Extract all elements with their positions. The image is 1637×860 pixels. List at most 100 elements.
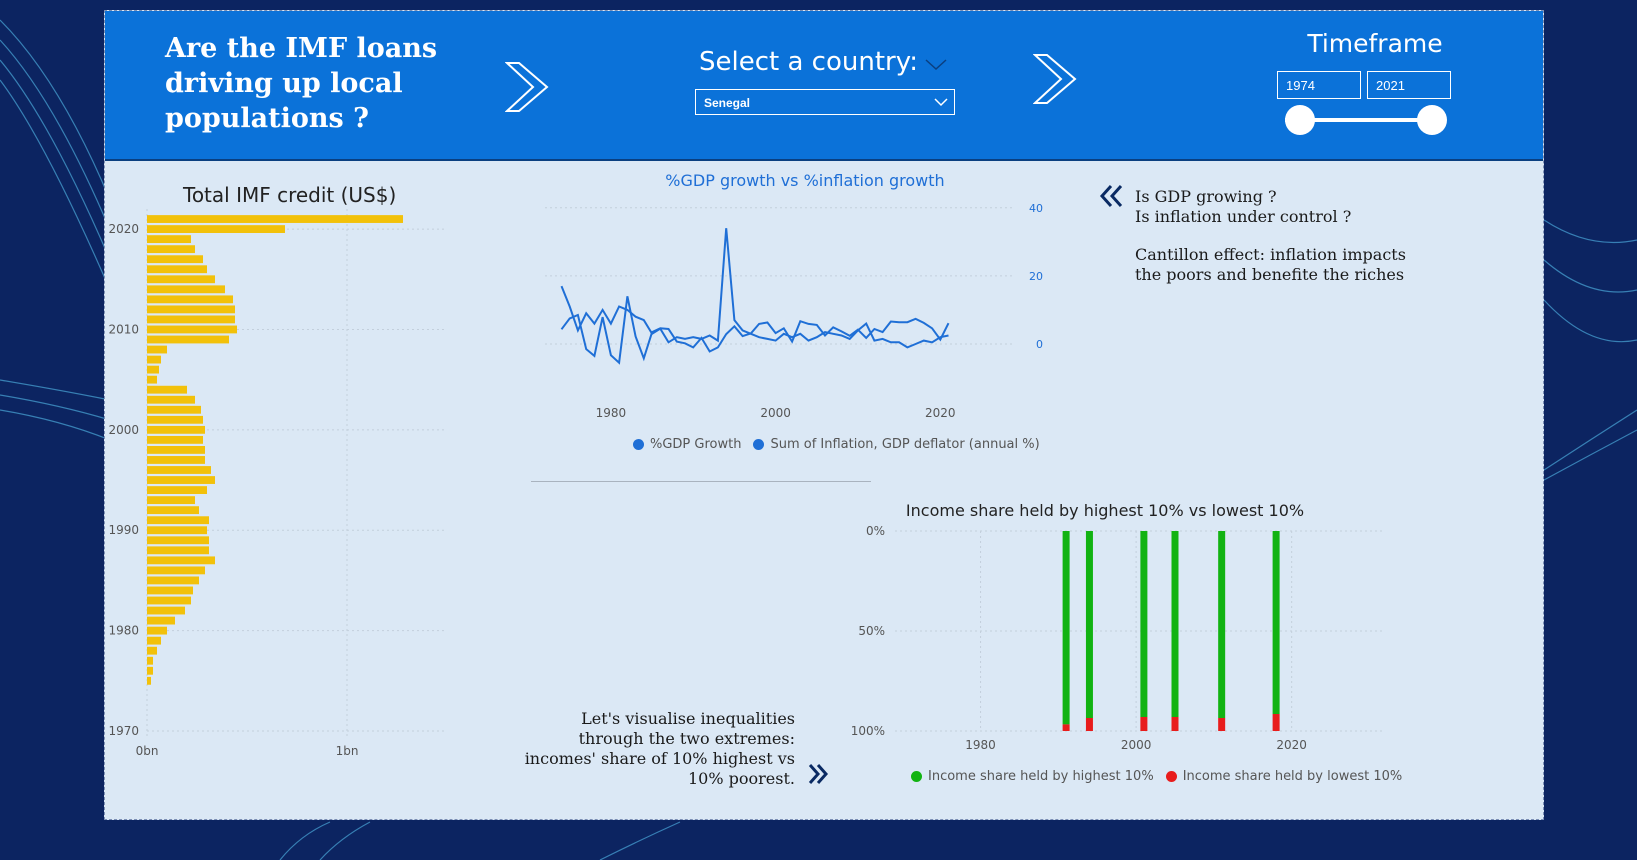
imf-credit-bar xyxy=(147,546,209,555)
gdp-chart-legend: %GDP Growth Sum of Inflation, GDP deflat… xyxy=(633,437,1040,452)
x-tick-label: 0bn xyxy=(136,744,159,758)
imf-credit-bar xyxy=(147,375,157,384)
imf-credit-bar xyxy=(147,656,153,665)
country-select-label: Select a country: xyxy=(699,47,918,77)
y-tick-label: 2020 xyxy=(108,222,139,236)
inequality-note: Let's visualise inequalities through the… xyxy=(505,709,795,789)
income-share-chart: 0% 50% 100% 1980 2000 2020 xyxy=(851,524,1385,752)
legend-dot-highest xyxy=(911,771,922,782)
imf-credit-bar xyxy=(147,335,229,344)
page-title: Are the IMF loans driving up local popul… xyxy=(165,33,438,134)
timeframe-slider-track[interactable] xyxy=(1285,118,1420,122)
y-tick-label: 1980 xyxy=(108,624,139,638)
lowest-share-bar xyxy=(1218,718,1226,731)
gdp-inflation-chart: 40 20 0 1980 2000 2020 xyxy=(545,202,1043,420)
imf-credit-bar xyxy=(147,466,211,474)
inequality-line-2: through the two extremes: xyxy=(578,729,795,748)
highest-share-bar xyxy=(1272,531,1280,714)
legend-dot-lowest xyxy=(1165,771,1177,782)
highest-share-bar xyxy=(1140,531,1148,717)
chevron-right-icon xyxy=(505,62,549,112)
y-tick-label: 2000 xyxy=(108,423,139,437)
legend-label-lowest: Income share held by lowest 10% xyxy=(1182,769,1403,784)
imf-credit-bar xyxy=(147,526,207,535)
imf-credit-bar xyxy=(147,255,203,264)
timeframe-start-input[interactable]: 1974 xyxy=(1277,71,1361,99)
gdp-chart-title: %GDP growth vs %inflation growth xyxy=(665,171,945,190)
imf-credit-bar xyxy=(147,476,215,484)
highest-share-bar xyxy=(1085,531,1093,718)
dashboard-frame: Are the IMF loans driving up local popul… xyxy=(104,10,1544,820)
x-tick-label: 2020 xyxy=(925,406,956,420)
imf-credit-bar xyxy=(147,576,199,585)
imf-credit-bar xyxy=(147,265,207,274)
y-tick-label: 0% xyxy=(866,524,885,538)
cantillon-note: Cantillon effect: inflation impacts the … xyxy=(1135,245,1406,285)
x-tick-label: 1bn xyxy=(336,744,359,758)
imf-credit-bar xyxy=(147,446,205,454)
imf-credit-bar xyxy=(147,425,205,434)
inequality-line-3: incomes' share of 10% highest vs xyxy=(524,749,795,768)
imf-credit-bar xyxy=(147,566,205,575)
imf-credit-bar xyxy=(147,536,209,545)
imf-credit-bar xyxy=(147,616,175,625)
imf-credit-bar xyxy=(147,245,195,254)
imf-credit-bar xyxy=(147,666,153,675)
x-tick-label: 1980 xyxy=(965,738,996,752)
imf-credit-bar xyxy=(147,676,151,685)
imf-credit-bar xyxy=(147,365,159,374)
imf-credit-bar xyxy=(147,395,195,404)
lowest-share-bar xyxy=(1272,714,1280,731)
gdp-question-line-1: Is GDP growing ? xyxy=(1135,187,1277,206)
country-dropdown[interactable]: Senegal xyxy=(695,89,955,115)
y-tick-label: 50% xyxy=(858,624,885,638)
country-dropdown-value: Senegal xyxy=(704,96,751,110)
legend-dot-inflation xyxy=(753,439,765,450)
imf-credit-bar xyxy=(147,496,195,505)
highest-share-bar xyxy=(1218,531,1226,718)
gdp-question-note: Is GDP growing ? Is inflation under cont… xyxy=(1135,187,1351,227)
y-tick-label: 1970 xyxy=(108,724,139,738)
imf-credit-bar xyxy=(147,285,225,294)
imf-credit-bar xyxy=(147,586,193,595)
imf-credit-bar xyxy=(147,626,167,635)
legend-label-inflation: Sum of Inflation, GDP deflator (annual %… xyxy=(770,437,1040,452)
imf-credit-bar xyxy=(147,405,201,414)
income-chart-legend: Income share held by highest 10% Income … xyxy=(911,769,1402,784)
imf-credit-bar xyxy=(147,325,237,334)
imf-credit-bar xyxy=(147,345,167,354)
imf-credit-chart: 0bn 1bn 2020 2010 2000 1990 1980 1970 xyxy=(108,209,447,758)
inflation-line xyxy=(560,228,949,349)
y-tick-label: 2010 xyxy=(108,322,139,336)
timeframe-slider-end-handle[interactable] xyxy=(1417,105,1447,135)
imf-credit-bar xyxy=(147,646,157,655)
dropdown-chevron-icon xyxy=(934,98,948,107)
imf-credit-bar xyxy=(147,516,209,525)
header-bar: Are the IMF loans driving up local popul… xyxy=(105,11,1543,161)
section-divider xyxy=(531,481,871,482)
gdp-question-line-2: Is inflation under control ? xyxy=(1135,207,1352,226)
imf-credit-bar xyxy=(147,486,207,494)
timeframe-end-input[interactable]: 2021 xyxy=(1367,71,1451,99)
imf-credit-bar xyxy=(147,456,205,464)
imf-credit-bar xyxy=(147,556,215,565)
inequality-line-1: Let's visualise inequalities xyxy=(581,709,795,728)
imf-credit-bar xyxy=(147,355,161,364)
chevron-down-icon xyxy=(925,59,947,71)
x-tick-label: 2020 xyxy=(1276,738,1307,752)
lowest-share-bar xyxy=(1085,718,1093,731)
imf-credit-bar xyxy=(147,415,203,424)
imf-credit-bar xyxy=(147,315,235,324)
highest-share-bar xyxy=(1062,531,1070,725)
legend-label-gdp: %GDP Growth xyxy=(650,437,742,452)
imf-credit-bar xyxy=(147,215,403,223)
chevron-double-left-icon xyxy=(1099,184,1123,208)
chevron-right-icon xyxy=(1033,54,1077,104)
legend-label-highest: Income share held by highest 10% xyxy=(928,769,1154,784)
imf-credit-bar xyxy=(147,506,199,515)
imf-credit-bar xyxy=(147,225,285,233)
highest-share-bar xyxy=(1171,531,1179,717)
cantillon-line-2: the poors and benefite the riches xyxy=(1135,265,1405,284)
timeframe-slider-start-handle[interactable] xyxy=(1285,105,1315,135)
